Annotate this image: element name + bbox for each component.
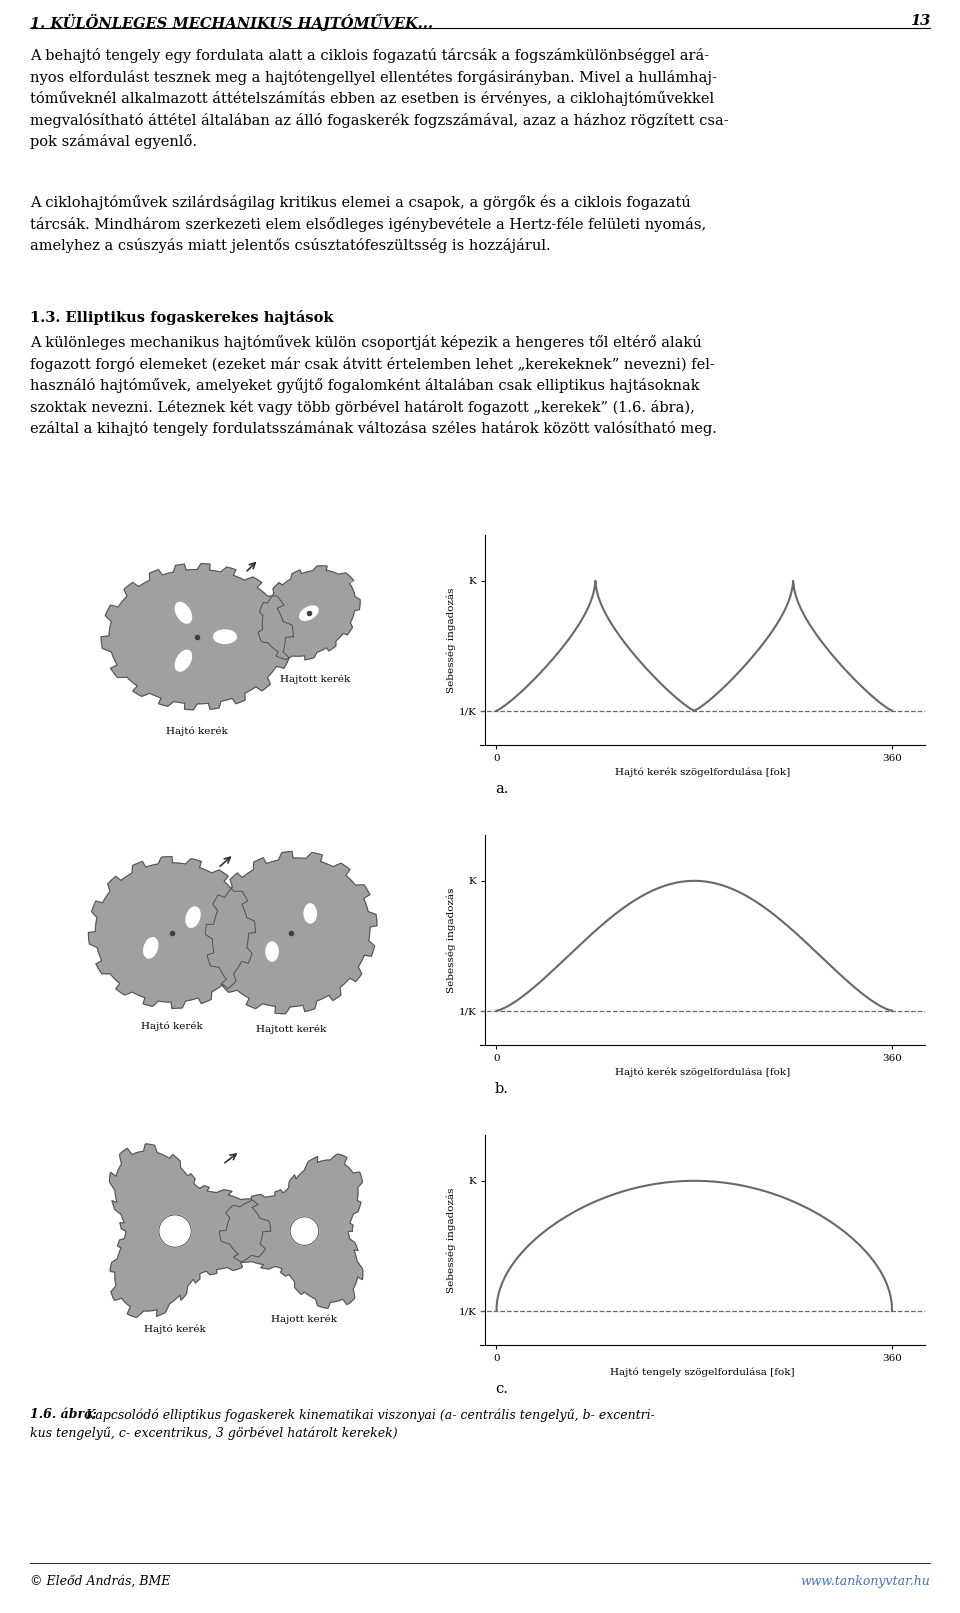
Polygon shape: [220, 1153, 363, 1308]
Text: 1.6. ábra:: 1.6. ábra:: [30, 1408, 101, 1421]
Circle shape: [159, 1215, 191, 1247]
Text: A behajtó tengely egy fordulata alatt a ciklois fogazatú tárcsák a fogszámkülönb: A behajtó tengely egy fordulata alatt a …: [30, 48, 729, 150]
Ellipse shape: [300, 606, 318, 621]
Text: Hajtó kerék: Hajtó kerék: [141, 1021, 203, 1031]
X-axis label: Hajtó kerék szögelfordulása [fok]: Hajtó kerék szögelfordulása [fok]: [614, 1068, 790, 1077]
Text: Kapcsolódó elliptikus fogaskerek kinematikai viszonyai (a- centrális tengelyű, b: Kapcsolódó elliptikus fogaskerek kinemat…: [30, 1408, 655, 1440]
Ellipse shape: [266, 942, 278, 961]
Polygon shape: [205, 852, 377, 1013]
Polygon shape: [101, 563, 294, 710]
Polygon shape: [109, 1144, 271, 1318]
Text: c.: c.: [495, 1382, 508, 1395]
Text: Hajtott kerék: Hajtott kerék: [256, 1024, 326, 1034]
X-axis label: Hajtó kerék szögelfordulása [fok]: Hajtó kerék szögelfordulása [fok]: [614, 768, 790, 777]
Y-axis label: Sebesség ingadozás: Sebesség ingadozás: [446, 1187, 456, 1292]
Text: A ciklohajtóművek szilárdságilag kritikus elemei a csapok, a görgők és a ciklois: A ciklohajtóművek szilárdságilag kritiku…: [30, 195, 707, 253]
Polygon shape: [88, 857, 255, 1008]
Ellipse shape: [176, 650, 191, 671]
Text: 13: 13: [910, 15, 930, 27]
Text: b.: b.: [495, 1082, 509, 1095]
Text: © Eleőd András, BME: © Eleőd András, BME: [30, 1574, 170, 1589]
Text: A különleges mechanikus hajtóművek külön csoportját képezik a hengeres től eltér: A különleges mechanikus hajtóművek külön…: [30, 336, 717, 437]
Ellipse shape: [304, 903, 316, 923]
Text: 1.3. Elliptikus fogaskerekes hajtások: 1.3. Elliptikus fogaskerekes hajtások: [30, 310, 333, 324]
X-axis label: Hajtó tengely szögelfordulása [fok]: Hajtó tengely szögelfordulása [fok]: [611, 1368, 795, 1376]
Text: Hajtó kerék: Hajtó kerék: [166, 726, 228, 736]
Ellipse shape: [176, 602, 191, 623]
Text: Hajtó kerék: Hajtó kerék: [144, 1324, 206, 1334]
Ellipse shape: [144, 937, 157, 958]
Y-axis label: Sebesség ingadozás: Sebesség ingadozás: [446, 887, 456, 992]
Ellipse shape: [186, 907, 200, 927]
Ellipse shape: [213, 631, 236, 644]
Text: Hajott kerék: Hajott kerék: [272, 1315, 338, 1324]
Text: www.tankonyvtar.hu: www.tankonyvtar.hu: [801, 1574, 930, 1589]
Text: Hajtott kerék: Hajtott kerék: [280, 674, 350, 684]
Polygon shape: [258, 566, 360, 660]
Circle shape: [290, 1216, 319, 1245]
Y-axis label: Sebesség ingadozás: Sebesség ingadozás: [446, 587, 456, 692]
Text: a.: a.: [495, 782, 509, 795]
Text: 1. KÜLÖNLEGES MECHANIKUS HAJTÓMŰVEK...: 1. KÜLÖNLEGES MECHANIKUS HAJTÓMŰVEK...: [30, 15, 433, 31]
